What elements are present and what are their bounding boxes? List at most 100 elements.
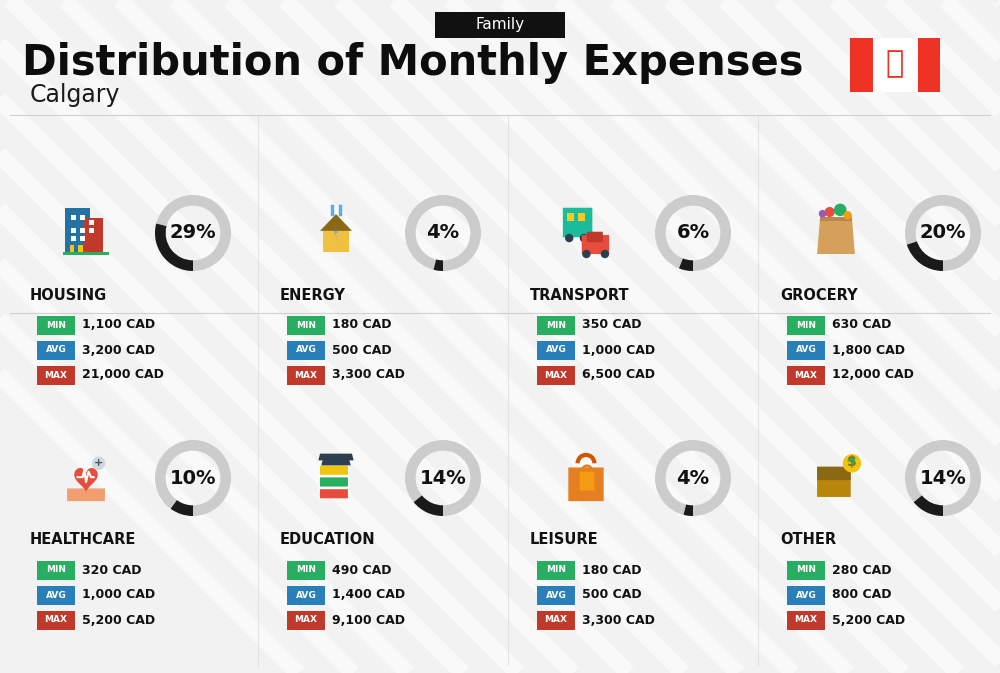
- Text: 280 CAD: 280 CAD: [832, 563, 892, 577]
- FancyBboxPatch shape: [817, 466, 851, 480]
- Bar: [80, 228, 85, 233]
- Text: 1,100 CAD: 1,100 CAD: [82, 318, 155, 332]
- Bar: [65, 208, 90, 254]
- Text: 20%: 20%: [920, 223, 966, 242]
- Text: AVG: AVG: [46, 345, 66, 355]
- Text: MIN: MIN: [46, 565, 66, 575]
- Text: 14%: 14%: [420, 468, 466, 487]
- FancyBboxPatch shape: [787, 586, 825, 604]
- Bar: [71, 215, 76, 220]
- Bar: [71, 228, 76, 233]
- Circle shape: [601, 250, 609, 258]
- FancyBboxPatch shape: [435, 12, 565, 38]
- FancyBboxPatch shape: [67, 489, 105, 501]
- Text: MAX: MAX: [544, 371, 568, 380]
- Bar: [918, 38, 940, 92]
- Text: AVG: AVG: [296, 345, 316, 355]
- Text: 320 CAD: 320 CAD: [82, 563, 142, 577]
- Bar: [71, 236, 76, 242]
- Circle shape: [844, 211, 852, 219]
- Text: 3,200 CAD: 3,200 CAD: [82, 343, 155, 357]
- Polygon shape: [323, 231, 349, 252]
- Wedge shape: [914, 495, 943, 516]
- FancyBboxPatch shape: [37, 561, 75, 579]
- Text: 12,000 CAD: 12,000 CAD: [832, 369, 914, 382]
- FancyBboxPatch shape: [37, 316, 75, 334]
- Text: AVG: AVG: [796, 345, 816, 355]
- Circle shape: [819, 210, 826, 217]
- Text: AVG: AVG: [46, 590, 66, 600]
- Text: 500 CAD: 500 CAD: [582, 588, 642, 602]
- Text: 4%: 4%: [426, 223, 460, 242]
- Text: 29%: 29%: [170, 223, 216, 242]
- Text: $: $: [847, 456, 857, 470]
- Wedge shape: [405, 440, 481, 516]
- Text: MIN: MIN: [46, 320, 66, 330]
- FancyBboxPatch shape: [319, 489, 349, 499]
- Wedge shape: [405, 195, 481, 271]
- Bar: [80, 236, 85, 242]
- FancyBboxPatch shape: [537, 365, 575, 384]
- Circle shape: [565, 234, 573, 242]
- FancyBboxPatch shape: [287, 365, 325, 384]
- Circle shape: [843, 454, 861, 472]
- FancyBboxPatch shape: [287, 316, 325, 334]
- Text: AVG: AVG: [546, 345, 566, 355]
- Bar: [89, 228, 94, 233]
- Text: MAX: MAX: [794, 616, 818, 625]
- Text: 6,500 CAD: 6,500 CAD: [582, 369, 655, 382]
- Wedge shape: [414, 495, 443, 516]
- Text: AVG: AVG: [546, 590, 566, 600]
- Text: 6%: 6%: [676, 223, 710, 242]
- Bar: [63, 252, 109, 255]
- Bar: [850, 38, 940, 92]
- Text: EDUCATION: EDUCATION: [280, 532, 376, 548]
- FancyBboxPatch shape: [568, 468, 604, 501]
- FancyBboxPatch shape: [287, 586, 325, 604]
- FancyBboxPatch shape: [319, 465, 349, 476]
- FancyBboxPatch shape: [37, 586, 75, 604]
- Circle shape: [580, 234, 588, 242]
- Text: TRANSPORT: TRANSPORT: [530, 287, 630, 302]
- Wedge shape: [907, 242, 943, 271]
- FancyBboxPatch shape: [817, 468, 851, 497]
- Text: HOUSING: HOUSING: [30, 287, 107, 302]
- Wedge shape: [655, 195, 731, 271]
- Bar: [567, 213, 574, 221]
- Wedge shape: [155, 223, 193, 271]
- Polygon shape: [74, 468, 98, 492]
- Bar: [89, 219, 94, 225]
- FancyBboxPatch shape: [787, 341, 825, 359]
- Text: 21,000 CAD: 21,000 CAD: [82, 369, 164, 382]
- Text: 180 CAD: 180 CAD: [582, 563, 642, 577]
- FancyBboxPatch shape: [787, 365, 825, 384]
- FancyBboxPatch shape: [580, 472, 594, 491]
- Polygon shape: [321, 457, 351, 466]
- FancyBboxPatch shape: [787, 610, 825, 629]
- Text: Calgary: Calgary: [30, 83, 120, 107]
- Text: 500 CAD: 500 CAD: [332, 343, 392, 357]
- Text: 10%: 10%: [170, 468, 216, 487]
- Wedge shape: [155, 195, 231, 271]
- Text: MIN: MIN: [296, 565, 316, 575]
- Text: 3,300 CAD: 3,300 CAD: [332, 369, 405, 382]
- Bar: [70, 245, 74, 252]
- Text: 4%: 4%: [676, 468, 710, 487]
- Bar: [578, 213, 585, 221]
- Bar: [850, 38, 872, 92]
- Text: MAX: MAX: [544, 616, 568, 625]
- Text: +: +: [94, 458, 103, 468]
- Text: MIN: MIN: [796, 320, 816, 330]
- Bar: [78, 245, 83, 252]
- Wedge shape: [171, 500, 193, 516]
- Text: 1,800 CAD: 1,800 CAD: [832, 343, 905, 357]
- Wedge shape: [679, 258, 693, 271]
- Bar: [820, 217, 852, 221]
- Text: AVG: AVG: [796, 590, 816, 600]
- Text: Family: Family: [475, 17, 525, 32]
- Text: 9,100 CAD: 9,100 CAD: [332, 614, 405, 627]
- Text: MIN: MIN: [546, 565, 566, 575]
- Text: 180 CAD: 180 CAD: [332, 318, 392, 332]
- FancyBboxPatch shape: [563, 208, 592, 238]
- FancyBboxPatch shape: [787, 316, 825, 334]
